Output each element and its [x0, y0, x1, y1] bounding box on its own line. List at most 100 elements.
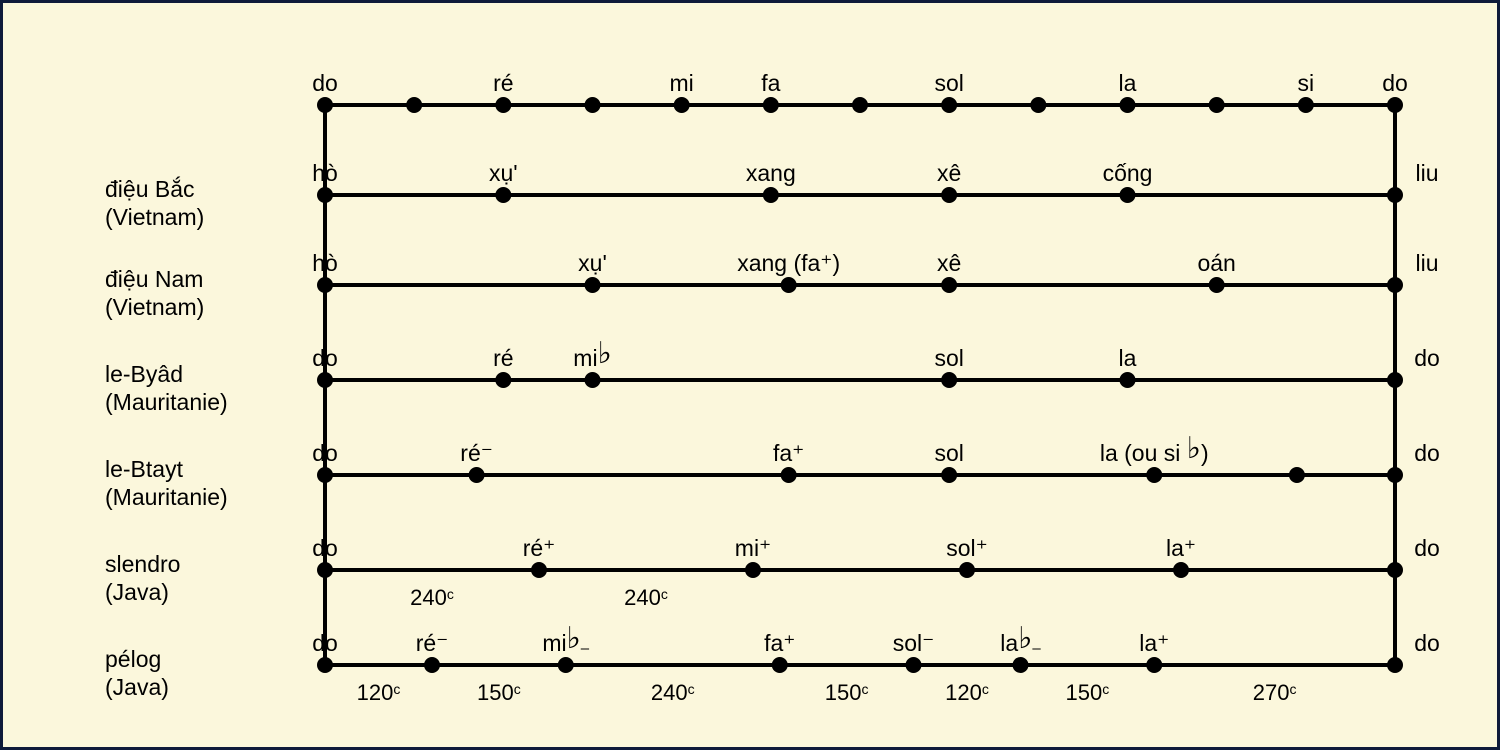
marker-le-byad-5	[1387, 372, 1403, 388]
note-label-pelog-1: ré⁻	[416, 630, 449, 656]
marker-le-byad-0	[317, 372, 333, 388]
note-label-chromatic-12: do	[1382, 70, 1408, 96]
marker-le-btayt-0	[317, 467, 333, 483]
marker-dieu-bac-4	[1120, 187, 1136, 203]
note-label-chromatic-2: ré	[493, 70, 513, 96]
side-label-pelog-1: (Java)	[105, 674, 169, 700]
marker-dieu-bac-2	[763, 187, 779, 203]
note-label-dieu-nam-3: xê	[937, 250, 961, 276]
marker-pelog-6	[1146, 657, 1162, 673]
marker-pelog-4	[906, 657, 922, 673]
side-label-dieu-bac-1: (Vietnam)	[105, 204, 204, 230]
marker-dieu-bac-1	[495, 187, 511, 203]
marker-slendro-0	[317, 562, 333, 578]
note-label-chromatic-11: si	[1298, 70, 1315, 96]
marker-chromatic-3	[585, 97, 601, 113]
note-label-chromatic-0: do	[312, 70, 338, 96]
side-label-dieu-nam-1: (Vietnam)	[105, 294, 204, 320]
side-label-le-byad-1: (Mauritanie)	[105, 389, 228, 415]
note-label-le-byad-1: ré	[493, 345, 513, 371]
marker-le-btayt-3	[941, 467, 957, 483]
note-label-chromatic-5: fa	[761, 70, 780, 96]
marker-chromatic-8	[1030, 97, 1046, 113]
side-label-dieu-nam-0: điệu Nam	[105, 266, 203, 292]
note-label-le-byad-0: do	[312, 345, 338, 371]
marker-dieu-bac-0	[317, 187, 333, 203]
marker-pelog-2	[558, 657, 574, 673]
marker-le-btayt-2	[781, 467, 797, 483]
note-label-le-btayt-2: fa⁺	[773, 440, 804, 466]
note-label-le-btayt-6: do	[1414, 440, 1440, 466]
note-label-slendro-5: do	[1414, 535, 1440, 561]
note-label-pelog-3: fa⁺	[764, 630, 795, 656]
marker-slendro-4	[1173, 562, 1189, 578]
marker-le-btayt-5	[1289, 467, 1305, 483]
marker-chromatic-2	[495, 97, 511, 113]
marker-le-btayt-6	[1387, 467, 1403, 483]
note-label-dieu-bac-1: xụ'	[489, 160, 518, 186]
side-label-le-btayt-0: le-Btayt	[105, 456, 184, 482]
note-label-le-byad-4: la	[1119, 345, 1137, 371]
marker-dieu-nam-3	[941, 277, 957, 293]
note-label-dieu-nam-4: oán	[1197, 250, 1235, 276]
marker-le-byad-4	[1120, 372, 1136, 388]
marker-dieu-nam-5	[1387, 277, 1403, 293]
side-label-le-byad-0: le-Byâd	[105, 361, 183, 387]
marker-chromatic-5	[763, 97, 779, 113]
marker-dieu-nam-4	[1209, 277, 1225, 293]
note-label-pelog-6: la⁺	[1139, 630, 1169, 656]
note-label-slendro-2: mi⁺	[735, 535, 771, 561]
note-label-le-byad-3: sol	[934, 345, 963, 371]
note-label-slendro-1: ré⁺	[523, 535, 556, 561]
note-label-dieu-bac-3: xê	[937, 160, 961, 186]
note-label-pelog-0: do	[312, 630, 338, 656]
marker-chromatic-10	[1209, 97, 1225, 113]
note-label-chromatic-7: sol	[934, 70, 963, 96]
note-label-dieu-nam-0: hò	[312, 250, 338, 276]
marker-le-btayt-1	[469, 467, 485, 483]
note-label-slendro-3: sol⁺	[946, 535, 988, 561]
note-label-le-btayt-3: sol	[934, 440, 963, 466]
diagram-frame: { "canvas": { "width": 1500, "height": 7…	[0, 0, 1500, 750]
marker-le-byad-2	[585, 372, 601, 388]
side-label-le-btayt-1: (Mauritanie)	[105, 484, 228, 510]
marker-pelog-7	[1387, 657, 1403, 673]
note-label-dieu-bac-5: liu	[1415, 160, 1438, 186]
marker-pelog-3	[772, 657, 788, 673]
note-label-pelog-7: do	[1414, 630, 1440, 656]
note-label-dieu-bac-0: hò	[312, 160, 338, 186]
note-label-le-btayt-1: ré⁻	[460, 440, 493, 466]
marker-pelog-1	[424, 657, 440, 673]
side-label-pelog-0: pélog	[105, 646, 161, 672]
marker-le-btayt-4	[1146, 467, 1162, 483]
note-label-dieu-nam-1: xụ'	[578, 250, 607, 276]
note-label-slendro-4: la⁺	[1166, 535, 1196, 561]
note-label-chromatic-4: mi	[670, 70, 694, 96]
marker-dieu-nam-2	[781, 277, 797, 293]
note-label-le-btayt-0: do	[312, 440, 338, 466]
marker-dieu-nam-1	[585, 277, 601, 293]
side-label-slendro-1: (Java)	[105, 579, 169, 605]
scales-diagram: dorémifasollasidođiệu Bắc(Vietnam)hòxụ'x…	[0, 0, 1500, 750]
marker-chromatic-7	[941, 97, 957, 113]
marker-dieu-nam-0	[317, 277, 333, 293]
note-label-dieu-nam-5: liu	[1415, 250, 1438, 276]
marker-chromatic-6	[852, 97, 868, 113]
marker-slendro-5	[1387, 562, 1403, 578]
note-label-chromatic-9: la	[1119, 70, 1137, 96]
note-label-le-byad-5: do	[1414, 345, 1440, 371]
marker-dieu-bac-5	[1387, 187, 1403, 203]
marker-chromatic-1	[406, 97, 422, 113]
side-label-slendro-0: slendro	[105, 551, 180, 577]
marker-chromatic-0	[317, 97, 333, 113]
marker-chromatic-11	[1298, 97, 1314, 113]
marker-le-byad-1	[495, 372, 511, 388]
marker-slendro-1	[531, 562, 547, 578]
marker-le-byad-3	[941, 372, 957, 388]
marker-chromatic-9	[1120, 97, 1136, 113]
note-label-pelog-4: sol⁻	[893, 630, 935, 656]
note-label-dieu-bac-2: xang	[746, 160, 796, 186]
marker-pelog-0	[317, 657, 333, 673]
marker-dieu-bac-3	[941, 187, 957, 203]
note-label-slendro-0: do	[312, 535, 338, 561]
